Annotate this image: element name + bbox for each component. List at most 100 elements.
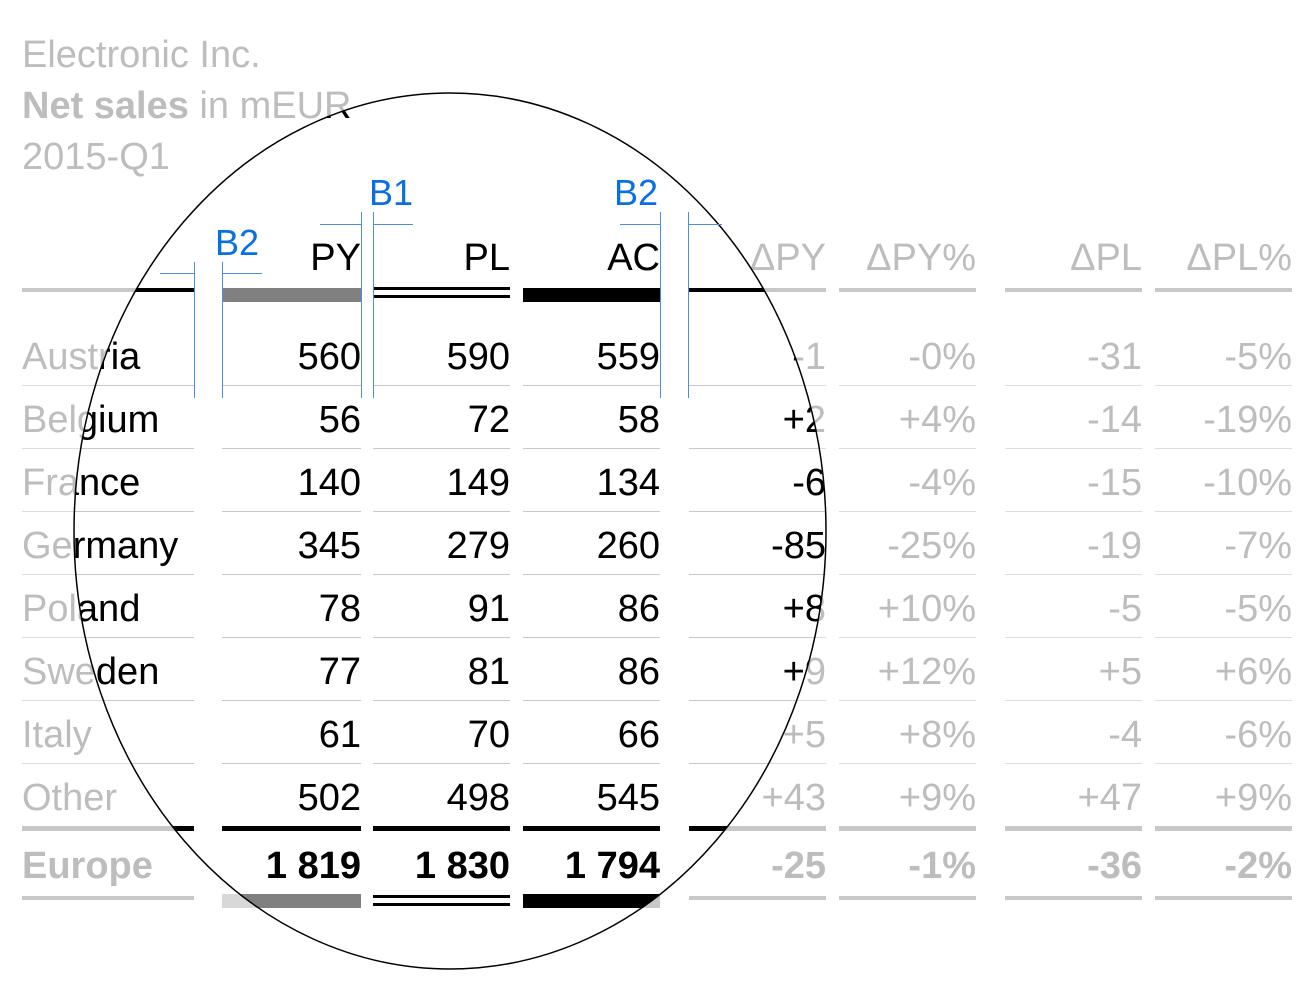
total-rule — [1155, 826, 1292, 831]
row-separator — [222, 448, 361, 449]
cell-ac: 134 — [596, 462, 660, 504]
row-separator — [839, 637, 976, 638]
row-separator — [523, 637, 660, 638]
cell-pl: 70 — [467, 714, 510, 756]
row-separator — [523, 385, 660, 386]
row-separator — [1155, 637, 1292, 638]
cell-dplp: +6% — [1214, 651, 1292, 693]
total-cell-dpyp: -1% — [908, 845, 976, 887]
header-rule-pl-b — [373, 295, 510, 298]
cell-dpyp: +10% — [877, 588, 976, 630]
row-separator — [839, 511, 976, 512]
header-rule-py — [222, 288, 361, 302]
cell-pl: 279 — [446, 525, 510, 567]
row-separator — [373, 511, 510, 512]
cell-dpl: -14 — [1087, 399, 1142, 441]
cell-dpl: +5 — [1098, 651, 1142, 693]
row-separator — [222, 700, 361, 701]
cell-dpl: -19 — [1087, 525, 1142, 567]
footer-rule-dpy — [689, 896, 826, 900]
cell-py: 502 — [297, 777, 361, 819]
measure-title: Net sales in mEUR — [22, 85, 351, 128]
row-separator — [523, 574, 660, 575]
cell-ac: 66 — [617, 714, 660, 756]
row-separator — [1005, 574, 1142, 575]
period-title: 2015-Q1 — [22, 136, 170, 178]
total-cell-dpl: -36 — [1087, 845, 1142, 887]
cell-dpy: +2 — [782, 399, 826, 441]
row-separator — [1005, 763, 1142, 764]
row-separator — [1155, 385, 1292, 386]
footer-rule-name — [22, 896, 194, 900]
footer-rule-pl-b — [373, 903, 510, 906]
total-label: Europe — [22, 845, 153, 887]
header-rule-dpyp — [839, 288, 976, 292]
cell-py: 345 — [297, 525, 361, 567]
cell-dpyp: +8% — [898, 714, 976, 756]
cell-pl: 81 — [467, 651, 510, 693]
cell-py: 61 — [318, 714, 361, 756]
row-separator — [689, 448, 826, 449]
row-separator — [373, 637, 510, 638]
cell-dplp: -19% — [1203, 399, 1292, 441]
row-separator — [1155, 448, 1292, 449]
row-separator — [523, 448, 660, 449]
row-separator — [839, 448, 976, 449]
header-rule-dplp — [1155, 288, 1292, 292]
row-separator — [523, 511, 660, 512]
cell-dplp: -5% — [1224, 588, 1292, 630]
row-separator — [1005, 700, 1142, 701]
row-separator — [222, 385, 361, 386]
cell-pl: 149 — [446, 462, 510, 504]
cell-dpyp: +9% — [898, 777, 976, 819]
cell-py: 77 — [318, 651, 361, 693]
row-separator — [689, 511, 826, 512]
row-separator — [689, 574, 826, 575]
footer-rule-pl-a — [373, 895, 510, 898]
cell-dpl: +47 — [1077, 777, 1142, 819]
cell-dpyp: -4% — [908, 462, 976, 504]
footer-rule-dpyp — [839, 896, 976, 900]
header-rule-pl-a — [373, 287, 510, 290]
cell-py: 56 — [318, 399, 361, 441]
row-separator — [1155, 574, 1292, 575]
cell-dpl: -15 — [1087, 462, 1142, 504]
cell-pl: 72 — [467, 399, 510, 441]
cell-dpy: -6 — [792, 462, 826, 504]
total-rule — [1005, 826, 1142, 831]
footer-rule-dpl — [1005, 896, 1142, 900]
cell-dplp: +9% — [1214, 777, 1292, 819]
total-cell-ac: 1 794 — [564, 845, 660, 887]
column-header-dpl: ΔPL — [1070, 237, 1142, 279]
cell-pl: 91 — [467, 588, 510, 630]
row-separator — [373, 700, 510, 701]
cell-ac: 58 — [617, 399, 660, 441]
column-header-dpyp: ΔPY% — [866, 237, 976, 279]
row-separator — [1155, 511, 1292, 512]
row-separator — [839, 574, 976, 575]
row-separator — [689, 637, 826, 638]
cell-py: 78 — [318, 588, 361, 630]
cell-dplp: -7% — [1224, 525, 1292, 567]
column-header-dplp: ΔPL% — [1186, 237, 1292, 279]
cell-dpl: -5 — [1108, 588, 1142, 630]
row-separator — [222, 637, 361, 638]
row-separator — [1005, 511, 1142, 512]
row-separator — [373, 574, 510, 575]
cell-pl: 498 — [446, 777, 510, 819]
row-separator — [523, 700, 660, 701]
total-cell-dpy: -25 — [771, 845, 826, 887]
row-separator — [1005, 448, 1142, 449]
total-cell-pl: 1 830 — [414, 845, 510, 887]
column-header-py: PY — [310, 237, 361, 279]
cell-ac: 260 — [596, 525, 660, 567]
row-separator — [1005, 385, 1142, 386]
cell-dpl: -31 — [1087, 336, 1142, 378]
total-cell-py: 1 819 — [265, 845, 361, 887]
row-separator — [222, 763, 361, 764]
row-separator — [839, 700, 976, 701]
cell-py: 560 — [297, 336, 361, 378]
row-separator — [222, 511, 361, 512]
row-separator — [373, 385, 510, 386]
column-header-pl: PL — [463, 237, 510, 279]
